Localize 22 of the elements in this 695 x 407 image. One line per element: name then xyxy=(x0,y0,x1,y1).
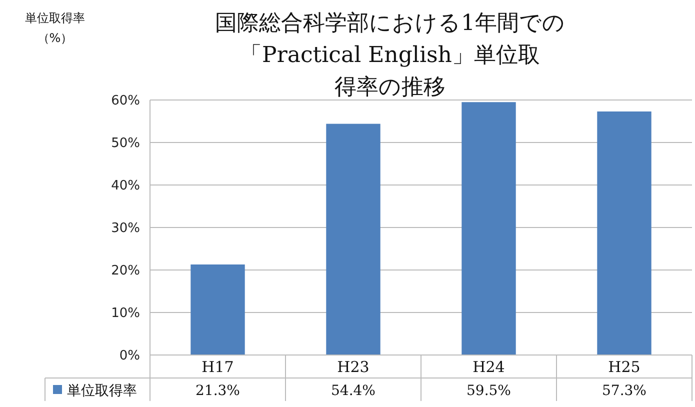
x-tick-label: H24 xyxy=(472,358,505,376)
bar xyxy=(462,102,516,355)
y-tick-label: 50% xyxy=(111,136,140,152)
bar xyxy=(597,111,652,355)
y-tick-label: 20% xyxy=(111,264,140,279)
bar xyxy=(326,124,380,355)
chart-title: 国際総合科学部における1年間での「Practical English」単位取得率の推移 xyxy=(215,11,565,100)
data-label: 59.5% xyxy=(466,382,511,399)
data-label: 54.4% xyxy=(331,382,376,399)
y-axis-title: 単位取得率（%） xyxy=(25,11,85,45)
y-tick-label: 60% xyxy=(111,94,140,109)
y-tick-label: 30% xyxy=(111,221,140,236)
bar xyxy=(190,264,245,355)
y-tick-label: 10% xyxy=(111,306,140,322)
x-tick-label: H17 xyxy=(202,358,234,376)
legend-label: 単位取得率 xyxy=(67,382,137,399)
data-label: 21.3% xyxy=(196,382,240,399)
y-tick-label: 40% xyxy=(111,178,140,194)
x-tick-label: H25 xyxy=(608,358,640,376)
data-label: 57.3% xyxy=(602,382,646,399)
x-tick-label: H23 xyxy=(337,358,370,376)
y-tick-label: 0% xyxy=(119,348,140,364)
